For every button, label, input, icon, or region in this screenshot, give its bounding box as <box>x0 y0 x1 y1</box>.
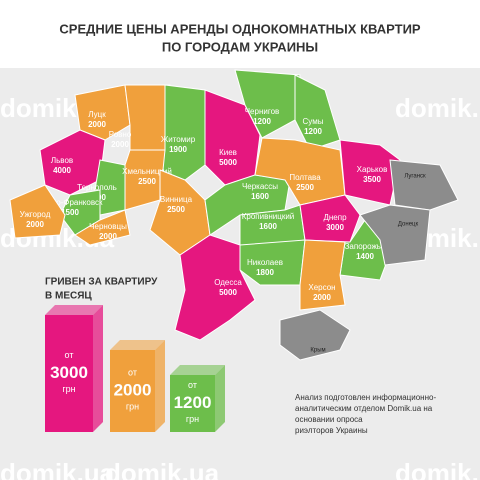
region-price: 1200 <box>253 117 271 126</box>
region-name: Полтава <box>289 173 321 182</box>
region-price: 1500 <box>61 208 79 217</box>
region-name: Чернигов <box>245 107 280 116</box>
bar-top <box>110 340 165 350</box>
region-price: 5000 <box>219 158 237 167</box>
region-price: 1900 <box>169 145 187 154</box>
legend: ГРИВЕН ЗА КВАРТИРУ В МЕСЯЦ от 3000 грн от 2000… <box>45 277 225 432</box>
note-line: основании опроса <box>295 415 363 424</box>
region <box>359 204 431 266</box>
region-name: Винница <box>160 195 193 204</box>
region-name: Черкассы <box>242 182 278 191</box>
bar-unit: грн <box>126 401 139 411</box>
bar-amount: 1200 <box>174 393 212 412</box>
region-price: 3500 <box>363 175 381 184</box>
region-price: 2000 <box>313 293 331 302</box>
region-name: Ровно <box>109 130 132 139</box>
region <box>159 84 206 181</box>
region <box>389 159 459 211</box>
bar-prefix: от <box>65 350 74 360</box>
bar-prefix: от <box>188 380 197 390</box>
region-name: Луганск <box>404 174 426 180</box>
region-name: Кропивницкий <box>242 212 295 221</box>
bar-front <box>110 350 155 432</box>
region-price: 4000 <box>53 166 71 175</box>
bar-side <box>215 365 225 432</box>
watermark: domik.ua <box>105 458 220 480</box>
region-price: 2000 <box>99 232 117 241</box>
region-name: Харьков <box>357 165 388 174</box>
region-price: 3000 <box>326 223 344 232</box>
region-name: Ужгород <box>20 210 51 219</box>
bar-unit: грн <box>186 414 199 424</box>
title-line: ПО ГОРОДАМ УКРАИНЫ <box>162 39 318 54</box>
region <box>124 149 166 211</box>
watermark: domik.ua <box>395 458 480 480</box>
region-name: Запорожье <box>345 242 386 251</box>
region <box>94 159 126 216</box>
region <box>9 184 66 239</box>
region <box>299 239 346 311</box>
bar-prefix: от <box>128 367 137 377</box>
region <box>74 209 131 246</box>
bar-amount: 3000 <box>50 363 88 382</box>
watermark: domik.ua <box>395 93 480 123</box>
region-price: 2000 <box>88 120 106 129</box>
region-name: Крым <box>310 348 325 354</box>
region-price: 1600 <box>251 192 269 201</box>
region-name: Житомир <box>161 135 196 144</box>
region-name: Луцк <box>88 110 106 119</box>
region-price: 5000 <box>219 288 237 297</box>
region <box>174 234 256 341</box>
region-name: Херсон <box>308 283 335 292</box>
region-name: Ивано-Франковск <box>38 198 103 207</box>
region-name: Николаев <box>247 258 283 267</box>
note: Анализ подготовлен информационно-аналити… <box>295 393 436 435</box>
region-price: 2500 <box>296 183 314 192</box>
bar-unit: грн <box>62 384 75 394</box>
region-name: Хмельницкий <box>122 167 172 176</box>
region-price: 1400 <box>356 252 374 261</box>
region-price: 1600 <box>259 222 277 231</box>
bar-side <box>155 340 165 432</box>
header-band <box>0 0 480 68</box>
bar-amount: 2000 <box>114 380 152 399</box>
region-price: 1200 <box>304 127 322 136</box>
region-price: 2000 <box>26 220 44 229</box>
region <box>74 84 131 141</box>
region-price: 2500 <box>167 205 185 214</box>
bar-top <box>170 365 225 375</box>
note-line: риэлторов Украины <box>295 426 368 435</box>
region <box>294 74 341 151</box>
region-price: 1800 <box>256 268 274 277</box>
region-name: Львов <box>51 156 73 165</box>
region-name: Днепр <box>323 213 347 222</box>
legend-title: ГРИВЕН ЗА КВАРТИРУ <box>45 277 158 288</box>
region-name: Черновцы <box>89 222 127 231</box>
region <box>234 69 301 139</box>
watermark: domik.ua <box>0 458 115 480</box>
region-name: Киев <box>219 148 237 157</box>
region <box>299 194 361 243</box>
region-name: Донецк <box>398 222 419 228</box>
region-price: 2500 <box>138 177 156 186</box>
region <box>279 309 351 361</box>
region-price: 2000 <box>111 140 129 149</box>
bar-front <box>170 375 215 432</box>
note-line: аналитическим отделом Domik.ua на <box>295 404 433 413</box>
legend-title: В МЕСЯЦ <box>45 291 92 302</box>
region-name: Одесса <box>214 278 242 287</box>
bar-front <box>45 315 93 432</box>
region-name: Сумы <box>303 117 324 126</box>
bar-top <box>45 305 103 315</box>
region-name: Тернополь <box>77 183 117 192</box>
title-line: СРЕДНИЕ ЦЕНЫ АРЕНДЫ ОДНОКОМНАТНЫХ КВАРТИ… <box>59 21 421 36</box>
note-line: Анализ подготовлен информационно- <box>295 393 436 402</box>
bar-side <box>93 305 103 432</box>
